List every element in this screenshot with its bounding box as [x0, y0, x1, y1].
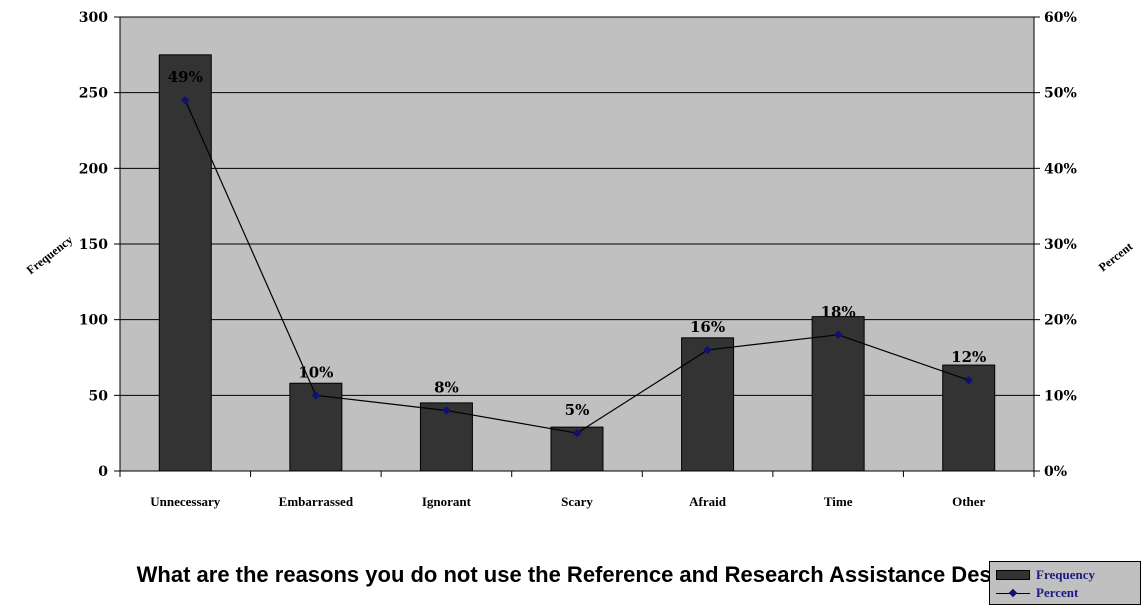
- bar: [550, 426, 604, 472]
- percent-point: [572, 428, 582, 438]
- y-tick-label-left: 50: [89, 388, 109, 404]
- y-tick-label-right: 40%: [1044, 161, 1077, 177]
- bar: [158, 54, 212, 472]
- y-tick-label-right: 20%: [1044, 313, 1077, 329]
- percent-point: [703, 345, 712, 355]
- x-tick-label: Scary: [561, 494, 593, 509]
- percent-data-label: 16%: [690, 318, 725, 336]
- chart-title: What are the reasons you do not use the …: [136, 562, 1018, 587]
- x-tick-label: Embarrassed: [279, 494, 354, 509]
- legend-item-frequency: Frequency: [996, 566, 1095, 584]
- legend-bar-swatch: [996, 570, 1030, 580]
- legend: Frequency Percent: [989, 561, 1141, 605]
- y-tick-label-right: 0%: [1044, 464, 1067, 480]
- y-tick-label-left: 300: [79, 10, 108, 26]
- y-tick-label-right: 50%: [1044, 86, 1077, 102]
- percent-point: [311, 391, 321, 400]
- percent-point: [833, 330, 843, 340]
- x-tick-label: Time: [824, 494, 853, 509]
- y-tick-label-right: 30%: [1044, 237, 1077, 253]
- bar: [681, 337, 735, 472]
- y-tick-label-right: 10%: [1044, 388, 1077, 404]
- percent-data-label: 18%: [821, 303, 856, 321]
- legend-item-percent: Percent: [996, 584, 1078, 602]
- y-tick-label-left: 200: [79, 161, 108, 177]
- percent-point: [964, 375, 973, 385]
- legend-label-percent: Percent: [1036, 585, 1079, 600]
- x-tick-label: Ignorant: [422, 494, 472, 509]
- percent-data-label: 8%: [434, 378, 459, 396]
- bar: [811, 316, 865, 472]
- percent-data-label: 5%: [565, 401, 590, 419]
- percent-data-label: 12%: [951, 348, 986, 366]
- legend-line-swatch: [996, 588, 1030, 598]
- y-tick-label-right: 60%: [1044, 10, 1077, 26]
- x-tick-label: Unnecessary: [150, 494, 221, 509]
- y-tick-label-left: 250: [79, 86, 108, 102]
- y-axis-title-right: Percent: [1096, 239, 1135, 274]
- percent-point: [442, 406, 451, 415]
- percent-data-label: 10%: [298, 363, 333, 381]
- percent-point: [181, 95, 190, 105]
- legend-label-frequency: Frequency: [1036, 567, 1095, 582]
- x-tick-label: Afraid: [689, 494, 727, 509]
- percent-data-label: 49%: [168, 68, 203, 86]
- y-axis-title-left: Frequency: [24, 233, 76, 278]
- y-tick-label-left: 150: [79, 237, 108, 253]
- x-tick-label: Other: [952, 494, 985, 509]
- y-tick-label-left: 0: [98, 464, 108, 480]
- y-tick-label-left: 100: [79, 313, 108, 329]
